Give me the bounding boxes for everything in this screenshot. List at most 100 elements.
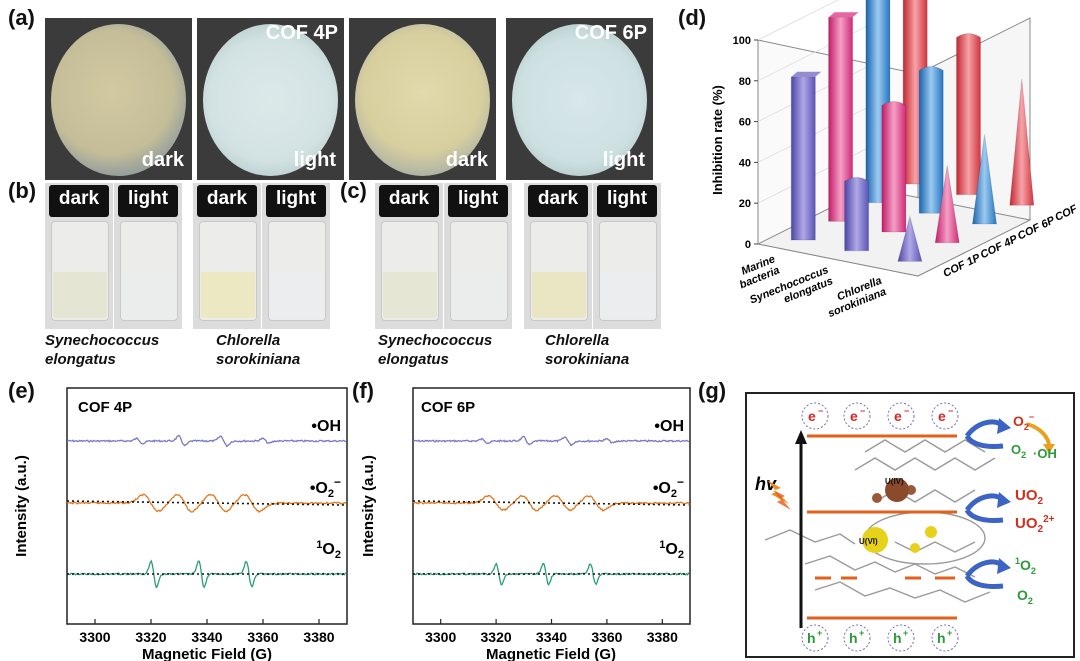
x-tick-label: 3300 [425,629,456,645]
series-label-oh: •OH [311,418,341,435]
vial-b-4: light [262,183,330,329]
vial-c-3: dark [524,183,592,329]
z-tick-label: 80 [739,76,751,88]
dish-material-label: COF 6P [574,22,647,44]
petri-dish-4: COF 6P light [506,18,653,180]
dish-condition-label: dark [445,149,488,171]
z-tick-label: 60 [739,117,751,129]
uranium-vi-sphere [862,527,888,553]
dish-condition-label: dark [141,149,184,171]
petri-dish-3: dark [349,18,496,180]
x-tick-label: 3340 [191,629,222,645]
petri-dish-2: COF 4P light [197,18,344,180]
photocatalysis-mechanism-schematic: hv e − e − e − e − h + h + h + h + [745,392,1075,658]
u4-label: U(IV) [885,477,904,486]
z-axis-label: Inhibition rate (%) [710,85,725,195]
superoxide-label: O2− [1013,412,1034,432]
epr-chart-cof4p: COF 4P •OH •O2− 1O2 3300 3320 3340 3360 3380 M… [13,387,348,661]
hole-label: h [937,630,946,646]
hole-label: h [893,630,902,646]
electron-label: e [938,408,946,424]
electron-label: e [894,408,902,424]
x-tick-label: 3320 [481,629,512,645]
chart-title: COF 4P [78,399,132,416]
dish-material-label: COF 4P [265,22,338,44]
bar-group [790,0,1035,262]
z-tick-label: 0 [745,239,751,251]
series-label-oh: •OH [654,418,684,435]
svg-text:−: − [948,406,953,416]
hole-label: h [807,630,816,646]
bar-cof1p [790,76,816,241]
svg-text:+: + [903,628,908,638]
o2-reactant-label: O2 [1011,442,1026,460]
dark-control-trace [412,500,689,506]
hv-label: hv [755,474,777,494]
plot-frame [66,387,348,625]
svg-text:+: + [859,628,864,638]
bar-cof1p [844,176,870,252]
vial-cap-label: dark [206,188,248,209]
svg-text:−: − [904,406,909,416]
uo2-label: UO2 [1015,487,1044,507]
electron-row: e − e − e − e − [801,402,959,430]
vial-c-4: light [593,183,661,329]
species-label-synechococcus-b: Synechococcus elongatus [45,332,160,368]
species-label-synechococcus-c: Synechococcus elongatus [378,332,493,368]
vial-cap-label: light [457,188,499,209]
petri-dish-1: dark [45,18,192,180]
cone-cof7p [1009,78,1035,206]
species-label-chlorella-c: Chlorella sorokiniana [545,332,630,368]
series-label-o2: •O2− [310,475,341,500]
panel-label-g: (g) [698,378,727,403]
hydroxyl-label: ·OH [1033,446,1057,461]
trace-group: •OH •O2− 1O2 [66,418,347,589]
vial-b-2: light [114,183,182,329]
x-tick-label: 3360 [247,629,278,645]
dark-control-trace [66,500,346,506]
dish-plate [512,24,647,176]
epr-trace-o2 [66,493,347,514]
electron-label: e [808,408,816,424]
cof-framework [764,439,996,603]
series-label-so: 1O2 [316,539,341,561]
epr-trace-oh [412,435,690,447]
z-tick-label: 20 [739,198,751,210]
panel-label-d: (d) [678,5,707,30]
hole-row: h + h + h + h + [801,624,959,652]
cone-cof1p [897,214,923,262]
vial-b-1: dark [45,183,113,329]
singlet-oxygen-label: 1O2 [1015,556,1036,576]
bar-cof7p [956,33,981,196]
x-axis-ticks: 3300 3320 3340 3360 3380 [425,619,678,645]
x-tick-label: 3340 [536,629,567,645]
vial-cap-label: light [127,188,169,209]
vial-c-2: light [444,183,512,329]
vial-cap-label: light [606,188,648,209]
z-tick-label: 100 [733,35,751,47]
cone-cof4p [934,165,960,244]
panel-label-f: (f) [352,378,374,403]
svg-text:−: − [860,406,865,416]
u6-label: U(VI) [859,537,878,546]
y-axis-label: Intensity (a.u.) [13,455,30,557]
epr-trace-oh [66,434,347,448]
vial-c-1: dark [375,183,443,329]
uranium-iv-sphere [885,478,909,502]
plot-frame [412,387,691,625]
x-axis-ticks: 3300 3320 3340 3360 3380 [79,619,335,645]
svg-text:+: + [817,628,822,638]
dish-plate [51,24,186,176]
series-label-o2: •O2− [653,475,684,500]
lightning-icon [767,480,789,504]
electron-label: e [850,408,858,424]
panel-label-c: (c) [340,178,367,203]
x-tick-label: 3360 [591,629,622,645]
svg-text:−: − [818,406,823,416]
dish-condition-label: light [293,149,336,171]
x-axis-label: Magnetic Field (G) [142,646,272,661]
z-tick-label: 40 [739,157,751,169]
energy-levels [807,434,957,620]
epr-trace-o2 [412,494,690,512]
